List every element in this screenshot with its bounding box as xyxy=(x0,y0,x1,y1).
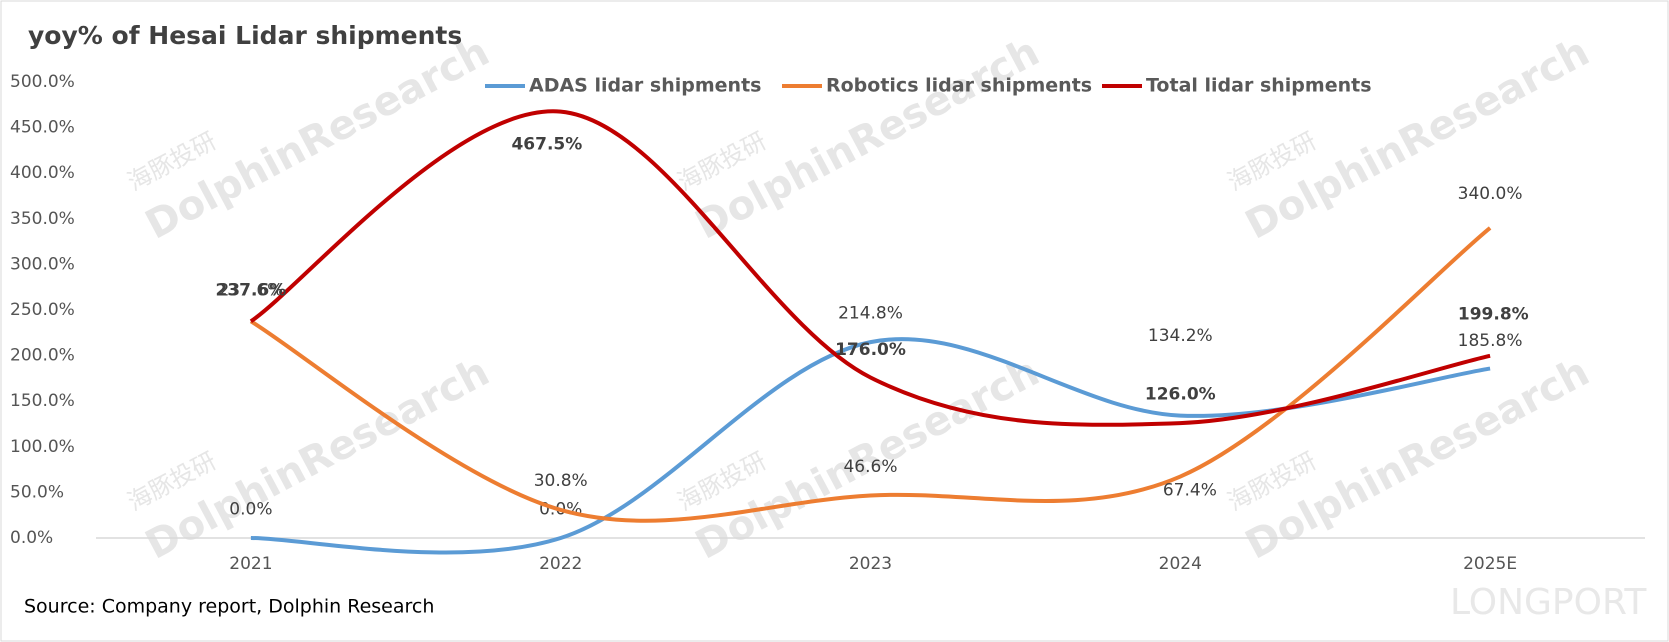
data-label: 237.6% xyxy=(218,280,283,300)
legend-label: Total lidar shipments xyxy=(1146,75,1372,97)
line-series xyxy=(249,109,1491,427)
y-tick-label: 150.0% xyxy=(10,391,75,411)
data-label: 30.8% xyxy=(534,471,588,491)
data-label: 199.8% xyxy=(1458,304,1529,324)
legend-label: ADAS lidar shipments xyxy=(529,75,761,97)
data-label: 237.6% xyxy=(215,280,286,300)
y-tick-label: 250.0% xyxy=(10,300,75,320)
y-tick-label: 200.0% xyxy=(10,346,75,366)
data-label: 0.0% xyxy=(229,499,272,519)
chart-title: yoy% of Hesai Lidar shipments xyxy=(28,21,462,50)
line-series xyxy=(249,226,1492,523)
data-label: 467.5% xyxy=(511,135,582,155)
x-tick-label: 2021 xyxy=(229,554,272,574)
brand-watermark: LONGPORT xyxy=(1450,582,1647,623)
data-label: 67.4% xyxy=(1163,480,1217,500)
data-label: 126.0% xyxy=(1145,384,1216,404)
data-label: 46.6% xyxy=(843,457,897,477)
data-label: 340.0% xyxy=(1458,184,1523,204)
x-tick-label: 2022 xyxy=(539,554,582,574)
y-tick-label: 50.0% xyxy=(10,482,64,502)
legend-label: Robotics lidar shipments xyxy=(826,75,1092,97)
data-label: 214.8% xyxy=(838,303,903,323)
y-tick-label: 450.0% xyxy=(10,118,75,138)
y-tick-label: 300.0% xyxy=(10,254,75,274)
y-tick-label: 350.0% xyxy=(10,209,75,229)
y-tick-label: 500.0% xyxy=(10,72,75,92)
y-tick-label: 100.0% xyxy=(10,437,75,457)
data-label: 176.0% xyxy=(835,340,906,360)
y-tick-label: 400.0% xyxy=(10,163,75,183)
x-tick-label: 2023 xyxy=(849,554,892,574)
y-tick-label: 0.0% xyxy=(10,528,53,548)
data-label: 134.2% xyxy=(1148,326,1213,346)
data-label: 185.8% xyxy=(1458,331,1523,351)
x-tick-label: 2025E xyxy=(1463,554,1517,574)
source-note: Source: Company report, Dolphin Research xyxy=(24,596,434,618)
x-tick-label: 2024 xyxy=(1159,554,1202,574)
